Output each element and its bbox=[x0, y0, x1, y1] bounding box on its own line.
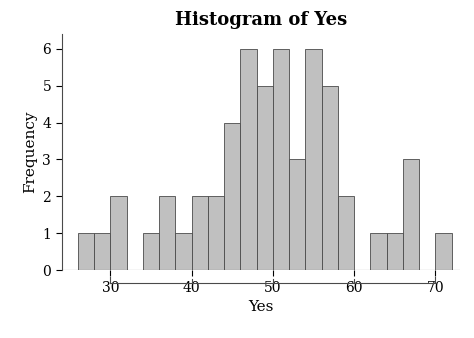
Bar bbox=[143, 234, 159, 270]
Bar bbox=[403, 160, 419, 270]
Bar bbox=[322, 86, 338, 270]
Bar bbox=[289, 160, 305, 270]
Bar bbox=[338, 196, 354, 270]
X-axis label: Yes: Yes bbox=[248, 300, 273, 314]
Bar bbox=[387, 234, 403, 270]
Bar bbox=[110, 196, 127, 270]
Bar bbox=[370, 234, 387, 270]
Y-axis label: Frequency: Frequency bbox=[23, 111, 37, 193]
Title: Histogram of Yes: Histogram of Yes bbox=[174, 11, 347, 29]
Bar bbox=[159, 196, 175, 270]
Bar bbox=[256, 86, 273, 270]
Bar bbox=[175, 234, 191, 270]
Bar bbox=[208, 196, 224, 270]
Bar bbox=[240, 49, 256, 270]
Bar bbox=[78, 234, 94, 270]
Bar bbox=[94, 234, 110, 270]
Bar bbox=[273, 49, 289, 270]
Bar bbox=[436, 234, 452, 270]
Bar bbox=[191, 196, 208, 270]
Bar bbox=[305, 49, 322, 270]
Bar bbox=[224, 123, 240, 270]
